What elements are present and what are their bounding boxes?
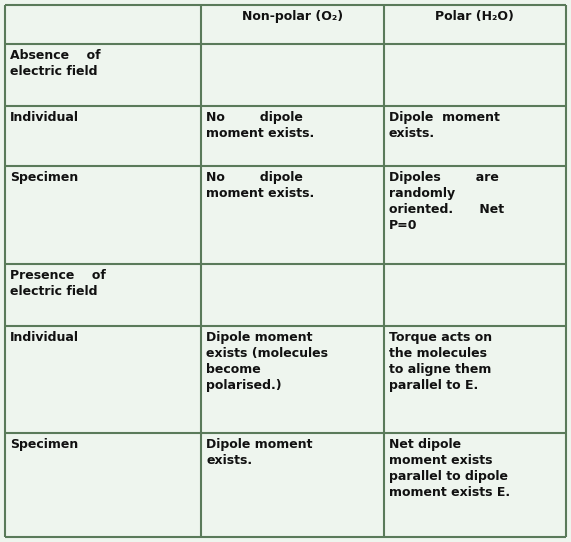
Text: Specimen: Specimen [10, 171, 78, 184]
Text: Specimen: Specimen [10, 438, 78, 451]
Text: Torque acts on
the molecules
to aligne them
parallel to E.: Torque acts on the molecules to aligne t… [389, 331, 492, 392]
Text: Individual: Individual [10, 112, 79, 125]
Text: Absence    of
electric field: Absence of electric field [10, 49, 100, 79]
Text: Polar (H₂O): Polar (H₂O) [436, 10, 514, 23]
Text: Dipole  moment
exists.: Dipole moment exists. [389, 112, 500, 140]
Text: Individual: Individual [10, 331, 79, 344]
Text: No        dipole
moment exists.: No dipole moment exists. [206, 112, 315, 140]
Text: Dipole moment
exists (molecules
become
polarised.): Dipole moment exists (molecules become p… [206, 331, 328, 392]
Text: Dipoles        are
randomly
oriented.      Net
P=0: Dipoles are randomly oriented. Net P=0 [389, 171, 504, 232]
Text: Non-polar (O₂): Non-polar (O₂) [242, 10, 343, 23]
Text: No        dipole
moment exists.: No dipole moment exists. [206, 171, 315, 200]
Text: Net dipole
moment exists
parallel to dipole
moment exists E.: Net dipole moment exists parallel to dip… [389, 438, 510, 499]
Text: Presence    of
electric field: Presence of electric field [10, 269, 106, 298]
Text: Dipole moment
exists.: Dipole moment exists. [206, 438, 313, 467]
